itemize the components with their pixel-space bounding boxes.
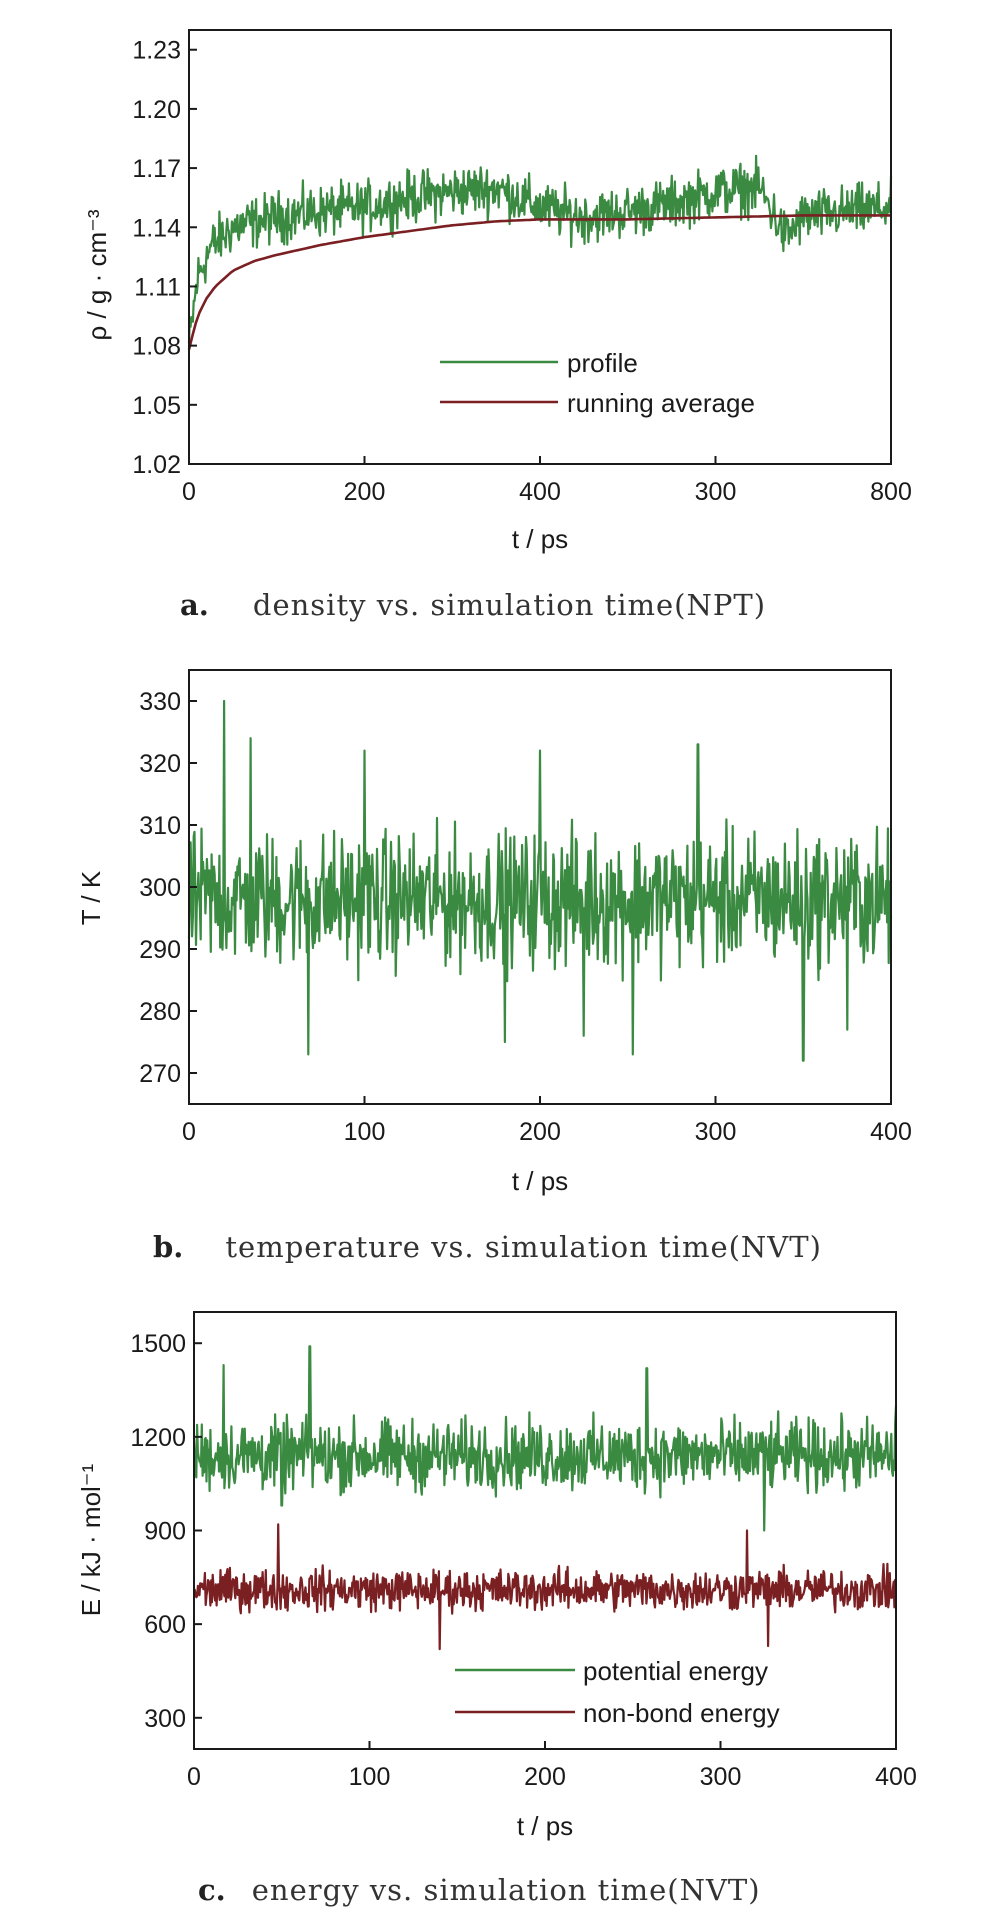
energy-plot-area bbox=[192, 1345, 898, 1651]
energy-x-axis-label: t / ps bbox=[517, 1811, 573, 1841]
energy-x-tick-label: 0 bbox=[187, 1763, 201, 1791]
temperature-x-tick-label: 100 bbox=[344, 1118, 386, 1146]
legend-label-profile: profile bbox=[567, 348, 638, 378]
temperature-x-axis-label: t / ps bbox=[512, 1166, 568, 1196]
density-axis-ticks: 1.02 1.05 1.08 1.11 1.14 1.17 1.20 1.23 0 200 400 3… bbox=[132, 37, 912, 506]
temperature-x-tick-label: 0 bbox=[182, 1118, 196, 1146]
caption-b-text: temperature vs. simulation time(NVT) bbox=[225, 1230, 822, 1264]
energy-x-tick-label: 300 bbox=[700, 1763, 742, 1791]
temperature-y-tick-label: 290 bbox=[139, 936, 181, 964]
legend-label-non-bond-energy: non-bond energy bbox=[583, 1698, 780, 1728]
caption-a: a. density vs. simulation time(NPT) bbox=[180, 588, 766, 622]
temperature-y-tick-label: 320 bbox=[139, 750, 181, 778]
density-y-tick-label: 1.11 bbox=[134, 273, 181, 301]
density-x-tick-label: 0 bbox=[182, 478, 196, 506]
caption-c-letter: c. bbox=[198, 1873, 226, 1907]
temperature-axis-ticks: 270 280 290 300 310 320 330 0 100 200 300 400 bbox=[139, 688, 912, 1146]
density-legend: profile running average bbox=[440, 348, 755, 418]
temperature-y-tick-label: 310 bbox=[139, 812, 181, 840]
density-y-tick-label: 1.05 bbox=[132, 392, 181, 420]
density-chart-frame bbox=[188, 29, 892, 465]
caption-c: c. energy vs. simulation time(NVT) bbox=[198, 1873, 761, 1907]
density-series-running-average bbox=[187, 214, 891, 350]
caption-b-letter: b. bbox=[153, 1230, 183, 1264]
temperature-x-tick-label: 300 bbox=[695, 1118, 737, 1146]
energy-series-non-bond-energy bbox=[193, 1523, 897, 1651]
density-x-axis-label: t / ps bbox=[512, 524, 568, 554]
density-y-tick-label: 1.23 bbox=[132, 37, 181, 65]
caption-a-letter: a. bbox=[180, 588, 209, 622]
density-y-axis-label: ρ / g · cm⁻³ bbox=[82, 209, 112, 340]
density-x-tick-label: 200 bbox=[344, 478, 386, 506]
density-y-tick-label: 1.02 bbox=[132, 451, 181, 479]
density-x-tick-label: 300 bbox=[695, 478, 737, 506]
caption-c-text: energy vs. simulation time(NVT) bbox=[252, 1873, 761, 1907]
density-y-tick-label: 1.17 bbox=[132, 155, 181, 183]
density-series-profile bbox=[187, 154, 893, 344]
temperature-y-axis-label: T / K bbox=[76, 870, 106, 925]
energy-x-tick-label: 100 bbox=[349, 1763, 391, 1791]
energy-series-potential-energy bbox=[192, 1345, 898, 1532]
temperature-x-tick-label: 200 bbox=[519, 1118, 561, 1146]
temperature-y-tick-label: 270 bbox=[139, 1060, 181, 1088]
energy-x-tick-label: 200 bbox=[524, 1763, 566, 1791]
temperature-series-line bbox=[187, 699, 893, 1062]
density-y-tick-label: 1.20 bbox=[132, 96, 181, 124]
energy-chart: 300 600 900 1200 1500 0 100 200 300 400 t / ps E … bbox=[76, 1311, 917, 1907]
temperature-y-tick-label: 330 bbox=[139, 688, 181, 716]
temperature-y-tick-label: 300 bbox=[139, 874, 181, 902]
temperature-plot-area bbox=[187, 699, 893, 1062]
energy-y-tick-label: 300 bbox=[144, 1705, 186, 1733]
energy-y-tick-label: 1200 bbox=[130, 1424, 186, 1452]
density-x-tick-label: 400 bbox=[519, 478, 561, 506]
density-x-tick-label: 800 bbox=[870, 478, 912, 506]
energy-y-tick-label: 600 bbox=[144, 1611, 186, 1639]
energy-y-tick-label: 900 bbox=[144, 1518, 186, 1546]
temperature-y-tick-label: 280 bbox=[139, 998, 181, 1026]
density-plot-area bbox=[187, 154, 893, 350]
energy-y-axis-label: E / kJ · mol⁻¹ bbox=[76, 1463, 106, 1616]
density-y-tick-label: 1.14 bbox=[132, 214, 181, 242]
legend-label-running-average: running average bbox=[567, 388, 755, 418]
caption-a-text: density vs. simulation time(NPT) bbox=[253, 588, 766, 622]
density-y-tick-label: 1.08 bbox=[132, 333, 181, 361]
temperature-x-tick-label: 400 bbox=[870, 1118, 912, 1146]
density-chart: 1.02 1.05 1.08 1.11 1.14 1.17 1.20 1.23 0 200 400 3… bbox=[82, 29, 912, 622]
caption-b: b. temperature vs. simulation time(NVT) bbox=[153, 1230, 822, 1264]
legend-label-potential-energy: potential energy bbox=[583, 1656, 768, 1686]
energy-x-tick-label: 400 bbox=[875, 1763, 917, 1791]
energy-legend: potential energy non-bond energy bbox=[455, 1656, 780, 1728]
energy-y-tick-label: 1500 bbox=[130, 1330, 186, 1358]
energy-axis-ticks: 300 600 900 1200 1500 0 100 200 300 400 bbox=[130, 1330, 916, 1791]
temperature-chart: 270 280 290 300 310 320 330 0 100 200 300 400 t / p… bbox=[76, 669, 912, 1264]
energy-chart-frame bbox=[193, 1311, 897, 1750]
